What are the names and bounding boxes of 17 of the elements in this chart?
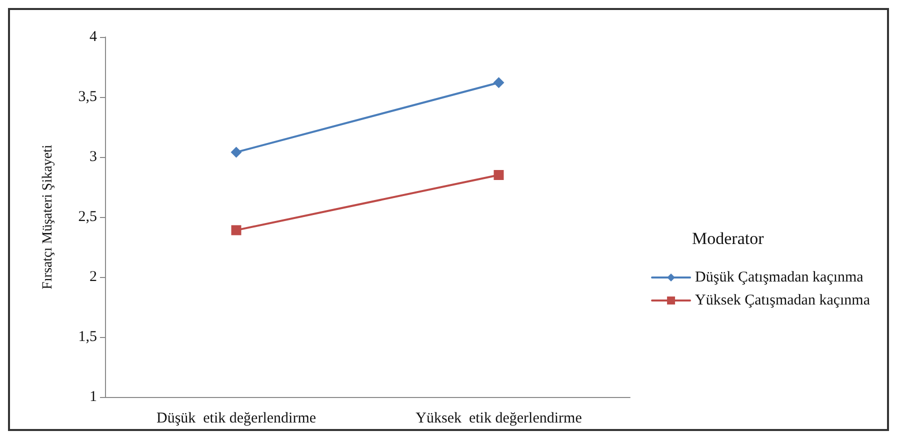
y-tick-label: 3,5	[78, 89, 97, 105]
y-tick-label: 1,5	[78, 329, 97, 345]
y-tick-label: 3	[90, 149, 97, 165]
legend-title: Moderator	[692, 229, 764, 248]
y-tick-label: 4	[90, 29, 98, 45]
point	[230, 146, 242, 158]
legend-label: Yüksek Çatışmadan kaçınma	[695, 292, 870, 308]
point	[231, 225, 242, 236]
x-tick-label: Düşük etik değerlendirme	[156, 410, 316, 426]
point	[494, 170, 504, 180]
y-axis-title: Fırsatçı Müşateri Şikayeti	[40, 144, 56, 290]
y-tick-label: 1	[90, 389, 97, 405]
legend-label: Düşük Çatışmadan kaçınma	[695, 270, 864, 286]
x-tick-label: Yüksek etik değerlendirme	[416, 410, 582, 426]
y-tick-label: 2	[90, 269, 97, 285]
y-tick-label: 2,5	[78, 209, 97, 225]
point	[493, 77, 504, 88]
